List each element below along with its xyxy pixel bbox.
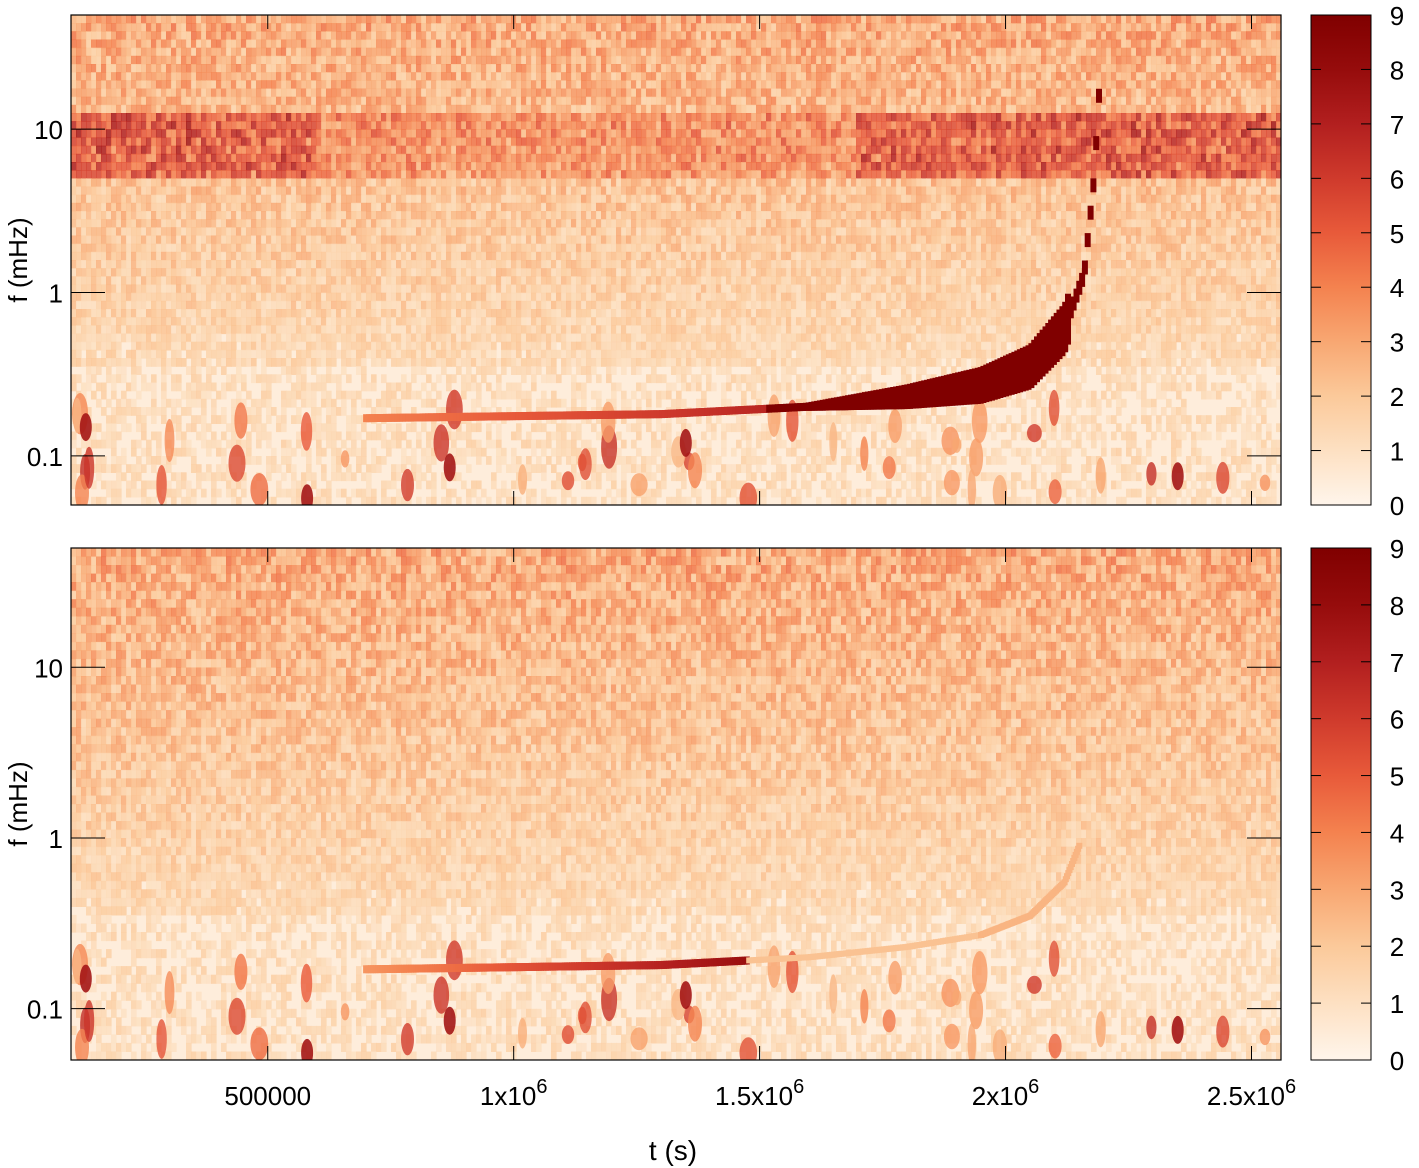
y-tick-label: 0.1 <box>27 995 63 1025</box>
top-y-ticks: 0.1 1 10 <box>27 115 1281 472</box>
colorbar-tick-label: 5 <box>1390 219 1404 249</box>
bottom-colorbar: 0 1 2 3 4 5 6 7 8 9 <box>1310 534 1404 1076</box>
y-tick-label: 10 <box>34 115 63 145</box>
y-tick-label: 1 <box>49 824 63 854</box>
colorbar-tick-label: 9 <box>1390 534 1404 564</box>
colorbar-gradient <box>1310 547 1372 1061</box>
colorbar-tick-label: 5 <box>1390 762 1404 792</box>
colorbar-tick-label: 1 <box>1390 437 1404 467</box>
colorbar-tick-label: 4 <box>1390 818 1404 848</box>
top-colorbar: 0 1 2 3 4 5 6 7 8 9 <box>1310 1 1404 521</box>
bottom-x-ticks: 500000 1x106 1.5x106 2x106 2.5x106 <box>224 548 1296 1111</box>
colorbar-tick-label: 2 <box>1390 382 1404 412</box>
x-tick-label: 1.5x106 <box>715 1076 804 1111</box>
bottom-plot-frame <box>70 547 1282 1061</box>
colorbar-tick-label: 2 <box>1390 932 1404 962</box>
y-tick-label: 0.1 <box>27 442 63 472</box>
colorbar-gradient <box>1310 14 1372 506</box>
bottom-y-ticks: 0.1 1 10 <box>27 653 1281 1025</box>
bottom-y-axis-label: f (mHz) <box>3 761 33 846</box>
x-tick-label: 2.5x106 <box>1207 1076 1296 1111</box>
x-tick-label: 1x106 <box>480 1076 548 1111</box>
colorbar-tick-label: 3 <box>1390 875 1404 905</box>
colorbar-tick-label: 6 <box>1390 705 1404 735</box>
y-tick-label: 1 <box>49 278 63 308</box>
x-tick-label: 2x106 <box>972 1076 1040 1111</box>
colorbar-tick-label: 0 <box>1390 1046 1404 1076</box>
y-tick-label: 10 <box>34 653 63 683</box>
colorbar-tick-label: 0 <box>1390 491 1404 521</box>
colorbar-tick-label: 8 <box>1390 55 1404 85</box>
bottom-heatmap <box>71 548 1281 1060</box>
top-y-axis-label: f (mHz) <box>3 217 33 302</box>
x-axis-label: t (s) <box>649 1135 697 1166</box>
top-plot-frame <box>70 14 1282 506</box>
colorbar-tick-label: 3 <box>1390 328 1404 358</box>
top-panel: 0.1 1 10 f (mHz) 0 1 2 3 4 5 6 7 8 9 <box>3 1 1404 521</box>
top-x-ticks <box>267 15 1252 505</box>
colorbar-tick-label: 4 <box>1390 273 1404 303</box>
colorbar-tick-label: 8 <box>1390 591 1404 621</box>
colorbar-tick-label: 7 <box>1390 110 1404 140</box>
top-heatmap <box>71 15 1281 505</box>
colorbar-tick-label: 7 <box>1390 648 1404 678</box>
colorbar-tick-label: 1 <box>1390 989 1404 1019</box>
x-tick-label: 500000 <box>224 1081 311 1111</box>
colorbar-tick-label: 9 <box>1390 1 1404 31</box>
colorbar-tick-label: 6 <box>1390 164 1404 194</box>
